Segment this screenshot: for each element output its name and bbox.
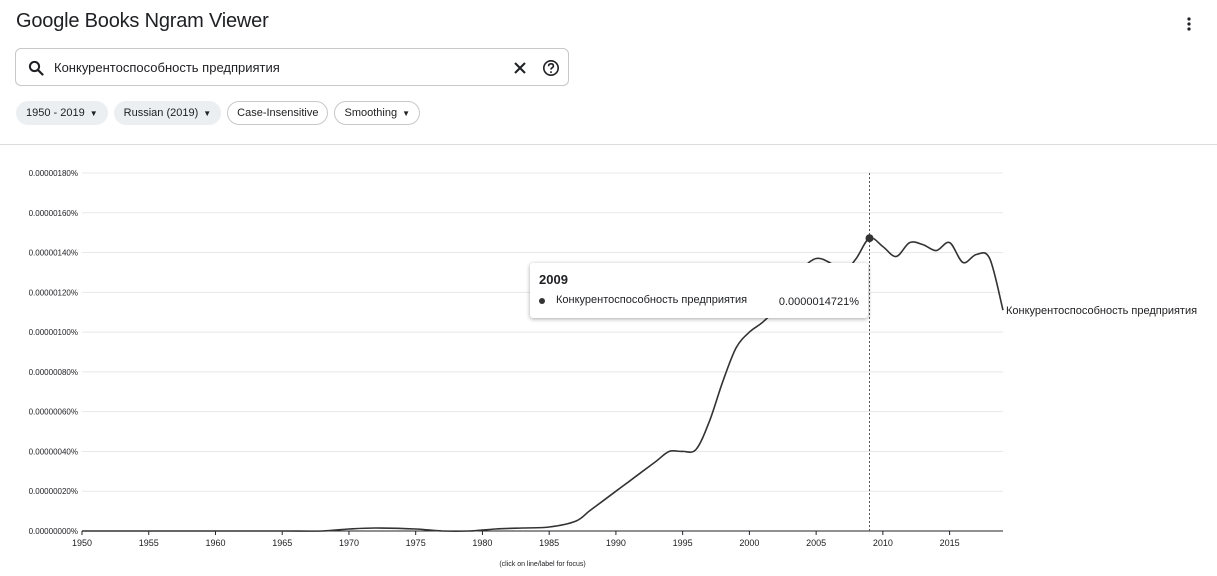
x-tick-label: 1975 [406, 538, 426, 548]
corpus-dropdown[interactable]: Russian (2019) ▼ [113, 101, 222, 125]
series-dot-icon [539, 298, 545, 304]
y-tick-label: 0.00000120% [29, 288, 78, 297]
tooltip-year: 2009 [539, 272, 568, 287]
y-tick-label: 0.00000160% [29, 209, 78, 218]
year-range-label: 1950 - 2019 [26, 107, 85, 119]
tooltip-value: 0.0000014721% [778, 296, 859, 308]
x-tick-label: 2010 [873, 538, 893, 548]
y-tick-label: 0.00000100% [29, 328, 78, 337]
chevron-down-icon: ▼ [402, 108, 410, 118]
year-range-dropdown[interactable]: 1950 - 2019 ▼ [16, 101, 108, 125]
search-bar [15, 48, 569, 86]
close-icon[interactable] [510, 58, 530, 78]
case-insensitive-label: Case-Insensitive [237, 107, 319, 119]
help-icon[interactable] [541, 58, 561, 78]
more-vert-icon [1187, 17, 1191, 31]
x-tick-label: 2000 [739, 538, 759, 548]
ngram-chart: 0.00000000% 0.00000020% 0.00000040% 0.00000… [29, 169, 1198, 568]
divider [0, 144, 1217, 145]
search-input[interactable] [54, 58, 484, 76]
focus-point[interactable] [865, 234, 874, 243]
case-insensitive-toggle[interactable]: Case-Insensitive [227, 101, 329, 125]
smoothing-dropdown[interactable]: Smoothing ▼ [334, 101, 420, 125]
tooltip: 2009 Конкурентоспособность предприятия 0… [530, 263, 868, 318]
app-title: Google Books Ngram Viewer [16, 10, 269, 32]
y-tick-label: 0.00000000% [29, 527, 78, 536]
corpus-label: Russian (2019) [123, 107, 199, 119]
x-tick-label: 2005 [806, 538, 826, 548]
series-label[interactable]: Конкурентоспособность предприятия [1006, 305, 1197, 317]
y-tick-label: 0.00000080% [29, 368, 78, 377]
tooltip-series-name: Конкурентоспособность предприятия [556, 294, 748, 306]
chevron-down-icon: ▼ [89, 108, 98, 118]
smoothing-label: Smoothing [344, 107, 398, 119]
options-bar: 1950 - 2019 ▼ Russian (2019) ▼ Case-Inse… [16, 101, 420, 125]
chart-footnote: (click on line/label for focus) [499, 561, 585, 568]
more-options-button[interactable] [1178, 12, 1200, 36]
y-tick-label: 0.00000140% [29, 249, 78, 258]
x-tick-label: 1985 [539, 538, 559, 548]
x-tick-label: 1995 [673, 538, 693, 548]
chevron-down-icon: ▼ [203, 108, 212, 118]
x-tick-label: 2015 [940, 538, 960, 548]
y-tick-label: 0.00000180% [29, 169, 78, 178]
search-icon [26, 58, 46, 78]
x-tick-label: 1950 [72, 538, 92, 548]
y-tick-label: 0.00000020% [29, 487, 78, 496]
x-tick-label: 1980 [472, 538, 492, 548]
y-tick-label: 0.00000060% [29, 408, 78, 417]
y-tick-label: 0.00000040% [29, 447, 78, 456]
x-tick-label: 1955 [139, 538, 159, 548]
x-tick-label: 1965 [272, 538, 292, 548]
series-line[interactable] [82, 237, 1004, 533]
x-tick-label: 1970 [339, 538, 359, 548]
x-tick-label: 1960 [205, 538, 225, 548]
x-tick-label: 1990 [606, 538, 626, 548]
